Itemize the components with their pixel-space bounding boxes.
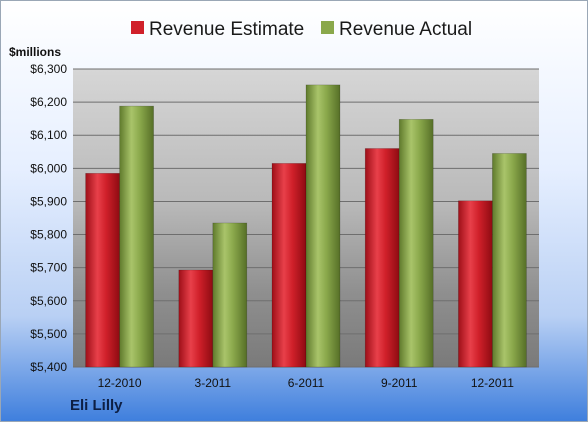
- y-tick-label: $5,800: [30, 228, 67, 242]
- y-tick-label: $5,500: [30, 327, 67, 341]
- x-tick-label: 9-2011: [381, 376, 418, 390]
- y-tick-label: $5,600: [30, 294, 67, 308]
- y-tick-label: $6,300: [30, 62, 67, 76]
- y-tick-label: $5,400: [30, 360, 67, 374]
- y-tick-label: $5,900: [30, 194, 67, 208]
- bars: [85, 84, 527, 368]
- x-axis-ticks: 12-2010 3-2011 6-2011 9-2011 12-2011: [98, 376, 515, 390]
- bar-estimate: [364, 148, 400, 368]
- y-tick-label: $5,700: [30, 261, 67, 275]
- bar-estimate: [271, 163, 307, 368]
- bar-estimate: [85, 173, 120, 368]
- bar-actual: [212, 222, 248, 368]
- bar-actual: [492, 153, 527, 368]
- x-tick-label: 3-2011: [195, 376, 232, 390]
- bar-actual: [119, 105, 154, 368]
- bar-estimate: [178, 269, 214, 368]
- legend-label-actual: Revenue Actual: [339, 19, 472, 40]
- x-tick-label: 12-2011: [471, 376, 514, 390]
- bar-actual: [398, 119, 434, 368]
- y-tick-label: $6,200: [30, 95, 67, 109]
- x-tick-label: 6-2011: [288, 376, 325, 390]
- y-tick-label: $6,000: [30, 161, 67, 175]
- y-tick-label: $6,100: [30, 128, 67, 142]
- bar-estimate: [458, 200, 493, 368]
- x-tick-label: 12-2010: [98, 376, 142, 390]
- y-axis-unit-label: $millions: [9, 45, 61, 59]
- legend-swatch-actual: [321, 21, 334, 34]
- legend-label-estimate: Revenue Estimate: [149, 19, 304, 40]
- y-axis-ticks: $5,400 $5,500 $5,600 $5,700 $5,800 $5,900 $6,0…: [30, 62, 67, 374]
- company-name: Eli Lilly: [70, 397, 123, 414]
- legend: Revenue Estimate Revenue Actual: [131, 19, 472, 40]
- bar-actual: [305, 84, 341, 368]
- legend-swatch-estimate: [131, 21, 144, 34]
